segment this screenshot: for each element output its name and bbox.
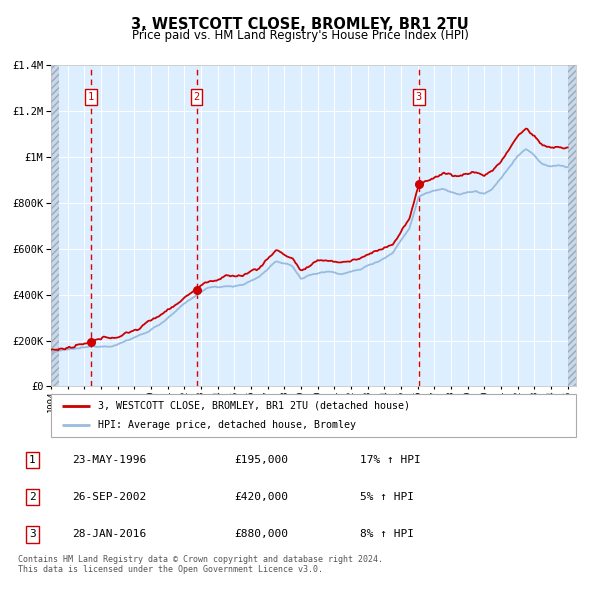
Text: £420,000: £420,000 [235, 492, 289, 502]
Text: Contains HM Land Registry data © Crown copyright and database right 2024.
This d: Contains HM Land Registry data © Crown c… [18, 555, 383, 574]
Text: 3, WESTCOTT CLOSE, BROMLEY, BR1 2TU (detached house): 3, WESTCOTT CLOSE, BROMLEY, BR1 2TU (det… [98, 401, 410, 411]
Text: 2: 2 [194, 92, 200, 102]
Text: 26-SEP-2002: 26-SEP-2002 [72, 492, 146, 502]
Text: 1: 1 [29, 455, 35, 465]
Text: 3: 3 [416, 92, 422, 102]
Bar [51, 65, 59, 386]
Text: £880,000: £880,000 [235, 529, 289, 539]
Text: 2: 2 [29, 492, 35, 502]
Text: Price paid vs. HM Land Registry's House Price Index (HPI): Price paid vs. HM Land Registry's House … [131, 30, 469, 42]
Text: 3, WESTCOTT CLOSE, BROMLEY, BR1 2TU: 3, WESTCOTT CLOSE, BROMLEY, BR1 2TU [131, 17, 469, 31]
Text: 5% ↑ HPI: 5% ↑ HPI [360, 492, 414, 502]
Text: 3: 3 [29, 529, 35, 539]
Text: 1: 1 [88, 92, 94, 102]
Text: £195,000: £195,000 [235, 455, 289, 465]
Text: HPI: Average price, detached house, Bromley: HPI: Average price, detached house, Brom… [98, 420, 356, 430]
Bar [568, 65, 576, 386]
Text: 28-JAN-2016: 28-JAN-2016 [72, 529, 146, 539]
Text: 17% ↑ HPI: 17% ↑ HPI [360, 455, 421, 465]
Text: 8% ↑ HPI: 8% ↑ HPI [360, 529, 414, 539]
FancyBboxPatch shape [51, 394, 576, 437]
Text: 23-MAY-1996: 23-MAY-1996 [72, 455, 146, 465]
